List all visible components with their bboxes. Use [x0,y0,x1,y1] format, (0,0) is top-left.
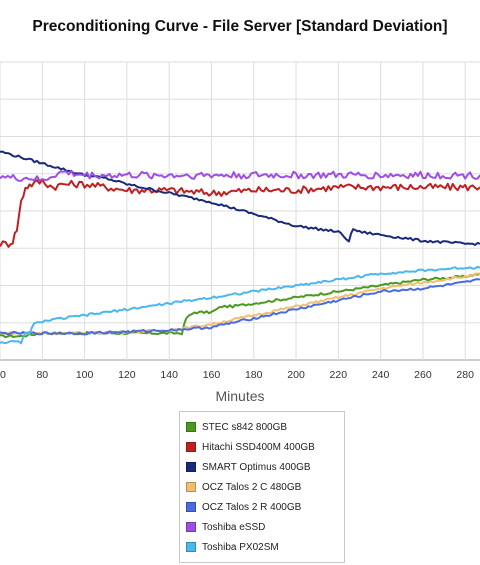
legend-label: SMART Optimus 400GB [202,461,311,473]
legend-label: Toshiba PX02SM [202,541,279,553]
legend-label: Hitachi SSD400M 400GB [202,441,315,453]
x-axis-label: Minutes [215,388,265,404]
x-tick-labels: 60 80 100 120 140 160 180 200 220 240 260 280 [0,369,474,380]
series-line-ocz-talos-2-r-400gb [0,278,480,336]
series-line-toshiba-essd [0,169,480,182]
chart-plot: 60 80 100 120 140 160 180 200 220 240 260 280 [0,61,480,380]
chart-title: Preconditioning Curve - File Server [Sta… [32,18,448,35]
x-tick-label: 260 [414,369,432,380]
x-tick-label: 160 [203,369,221,380]
x-tick-label: 220 [330,369,348,380]
legend-item: SMART Optimus 400GB [186,458,338,476]
legend-label: OCZ Talos 2 R 400GB [202,501,302,513]
series-line-ocz-talos-2-c-480gb [0,272,480,336]
legend-swatch [186,522,196,532]
x-tick-label: 100 [76,369,94,380]
x-tick-label: 280 [456,369,474,380]
legend-item: STEC s842 800GB [186,418,338,436]
legend-item: OCZ Talos 2 C 480GB [186,478,338,496]
x-tick-label: 200 [287,369,305,380]
legend-item: Toshiba eSSD [186,518,338,536]
legend-item: Hitachi SSD400M 400GB [186,438,338,456]
series-line-smart-optimus-400gb [0,150,480,246]
legend-swatch [186,502,196,512]
legend-swatch [186,422,196,432]
legend-swatch [186,442,196,452]
x-tick-label: 60 [0,369,6,380]
x-tick-label: 120 [118,369,136,380]
x-tick-label: 80 [36,369,48,380]
legend: STEC s842 800GB Hitachi SSD400M 400GB SMAR… [179,411,345,563]
series-lines [0,150,480,345]
legend-item: OCZ Talos 2 R 400GB [186,498,338,516]
legend-swatch [186,542,196,552]
x-tick-label: 180 [245,369,263,380]
x-tick-label: 240 [372,369,390,380]
legend-item: Toshiba PX02SM [186,538,338,556]
series-line-hitachi-ssd400m-400gb [0,178,480,248]
legend-swatch [186,462,196,472]
series-line-toshiba-px02sm [0,265,480,345]
legend-label: STEC s842 800GB [202,421,288,433]
legend-label: Toshiba eSSD [202,521,266,533]
legend-swatch [186,482,196,492]
x-tick-label: 140 [160,369,178,380]
legend-label: OCZ Talos 2 C 480GB [202,481,302,493]
